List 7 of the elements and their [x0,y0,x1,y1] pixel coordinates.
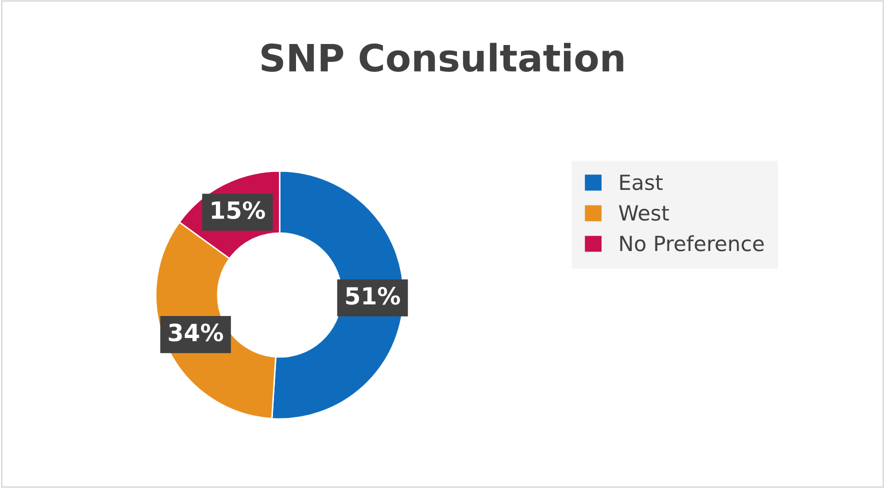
chart-title: SNP Consultation [262,42,624,72]
legend-label: No Preference [620,235,764,252]
legend-label: West [618,205,669,221]
data-label: 34% [168,324,224,342]
data-label: 15% [212,201,265,220]
legend-label: East [620,174,663,190]
data-label: 51% [346,286,400,305]
